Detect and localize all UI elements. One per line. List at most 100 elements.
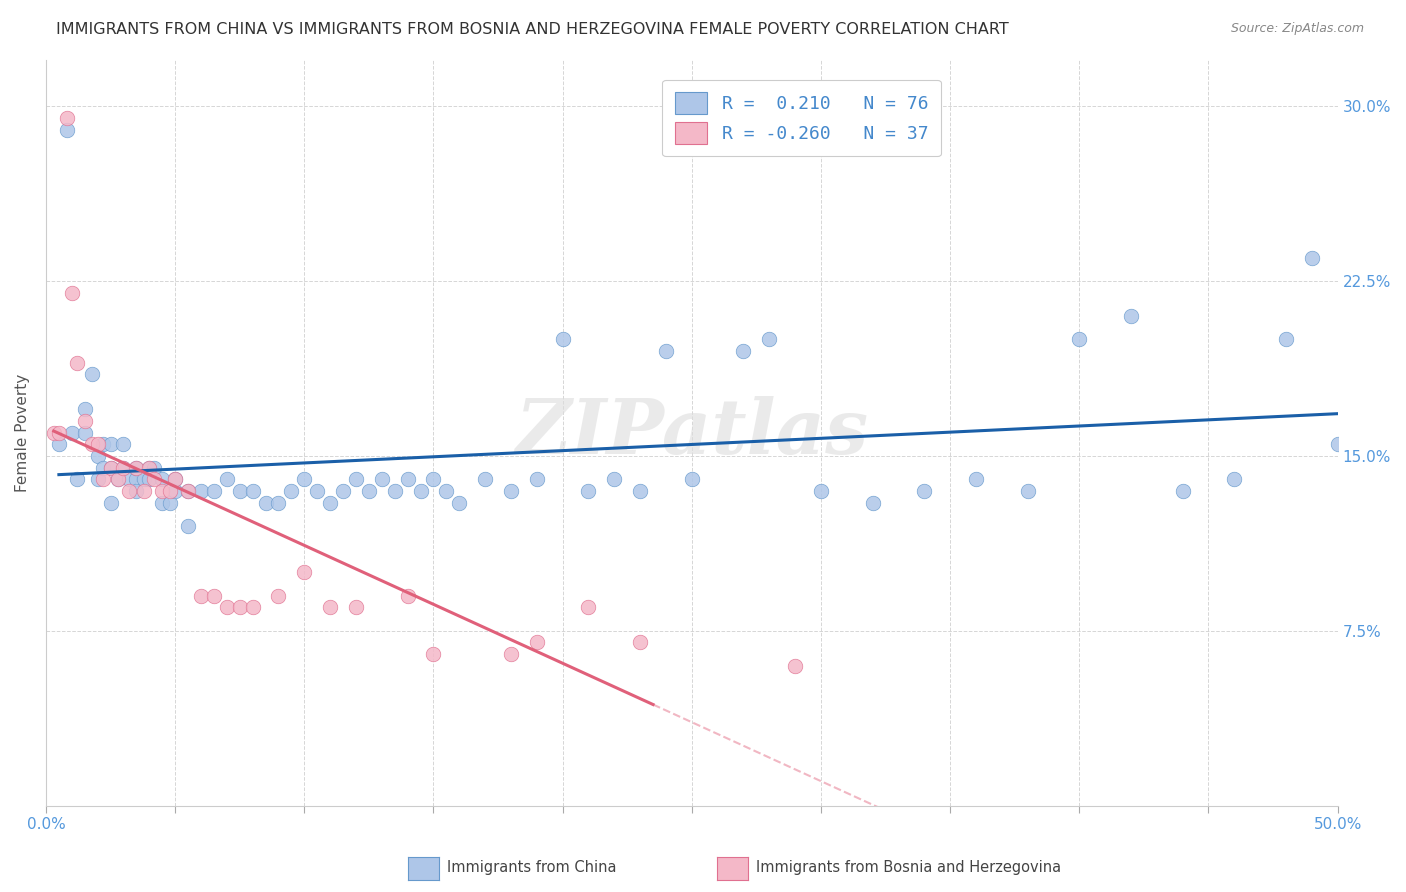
Text: ZIPatlas: ZIPatlas: [515, 395, 869, 469]
Point: [66, 356, 89, 370]
Point: [578, 483, 600, 498]
Point: [42, 425, 65, 440]
Point: [292, 566, 315, 580]
Point: [91, 437, 114, 451]
Point: [267, 589, 290, 603]
Point: [55, 111, 77, 125]
Point: [107, 472, 129, 486]
Point: [344, 600, 367, 615]
Point: [165, 472, 187, 486]
Point: [655, 344, 678, 359]
Point: [603, 472, 626, 486]
Point: [733, 344, 755, 359]
Point: [138, 472, 160, 486]
Point: [91, 460, 114, 475]
Point: [91, 472, 114, 486]
Point: [357, 483, 380, 498]
Point: [810, 483, 832, 498]
Point: [785, 658, 807, 673]
Point: [422, 647, 444, 661]
Point: [86, 449, 108, 463]
Point: [143, 472, 166, 486]
Point: [965, 472, 987, 486]
Point: [82, 437, 104, 451]
Point: [165, 483, 187, 498]
Point: [526, 472, 548, 486]
Point: [159, 483, 181, 498]
Point: [1119, 309, 1142, 323]
Point: [228, 483, 250, 498]
Point: [100, 437, 122, 451]
Point: [267, 495, 290, 509]
Point: [107, 472, 129, 486]
Point: [371, 472, 394, 486]
Point: [165, 472, 187, 486]
Point: [112, 460, 135, 475]
Point: [409, 483, 432, 498]
Point: [215, 600, 238, 615]
Point: [66, 472, 89, 486]
Point: [1326, 437, 1348, 451]
Text: Immigrants from Bosnia and Herzegovina: Immigrants from Bosnia and Herzegovina: [756, 860, 1062, 874]
Legend: R =  0.210   N = 76, R = -0.260   N = 37: R = 0.210 N = 76, R = -0.260 N = 37: [662, 79, 941, 156]
Point: [1017, 483, 1039, 498]
Point: [86, 472, 108, 486]
Point: [82, 368, 104, 382]
Point: [332, 483, 354, 498]
Text: Immigrants from China: Immigrants from China: [447, 860, 617, 874]
Point: [344, 472, 367, 486]
Point: [551, 332, 574, 346]
Point: [125, 460, 148, 475]
Point: [86, 437, 108, 451]
Point: [134, 472, 156, 486]
Point: [1301, 251, 1323, 265]
Point: [292, 472, 315, 486]
Point: [474, 472, 496, 486]
Point: [150, 472, 173, 486]
Point: [143, 460, 166, 475]
Point: [125, 483, 148, 498]
Point: [434, 483, 457, 498]
Point: [499, 647, 522, 661]
Point: [48, 425, 70, 440]
Point: [190, 483, 212, 498]
Point: [862, 495, 884, 509]
Point: [73, 414, 96, 428]
Point: [117, 472, 139, 486]
Point: [319, 600, 342, 615]
Point: [758, 332, 780, 346]
Point: [134, 483, 156, 498]
Point: [177, 519, 200, 533]
Point: [100, 495, 122, 509]
Point: [60, 425, 83, 440]
Point: [215, 472, 238, 486]
Point: [100, 460, 122, 475]
Point: [628, 635, 651, 649]
Point: [73, 425, 96, 440]
Point: [73, 402, 96, 417]
Point: [190, 589, 212, 603]
Point: [307, 483, 329, 498]
Point: [578, 600, 600, 615]
Point: [242, 483, 264, 498]
Point: [138, 460, 160, 475]
Point: [112, 437, 135, 451]
Point: [100, 460, 122, 475]
Point: [150, 495, 173, 509]
Point: [396, 472, 419, 486]
Point: [117, 483, 139, 498]
Text: Source: ZipAtlas.com: Source: ZipAtlas.com: [1230, 22, 1364, 36]
Point: [125, 472, 148, 486]
Point: [1069, 332, 1091, 346]
Point: [202, 483, 225, 498]
Point: [449, 495, 471, 509]
Point: [526, 635, 548, 649]
Y-axis label: Female Poverty: Female Poverty: [15, 374, 30, 491]
Point: [1223, 472, 1246, 486]
Text: IMMIGRANTS FROM CHINA VS IMMIGRANTS FROM BOSNIA AND HERZEGOVINA FEMALE POVERTY C: IMMIGRANTS FROM CHINA VS IMMIGRANTS FROM…: [56, 22, 1010, 37]
Point: [112, 460, 135, 475]
Point: [60, 285, 83, 300]
Point: [422, 472, 444, 486]
Point: [912, 483, 935, 498]
Point: [384, 483, 406, 498]
